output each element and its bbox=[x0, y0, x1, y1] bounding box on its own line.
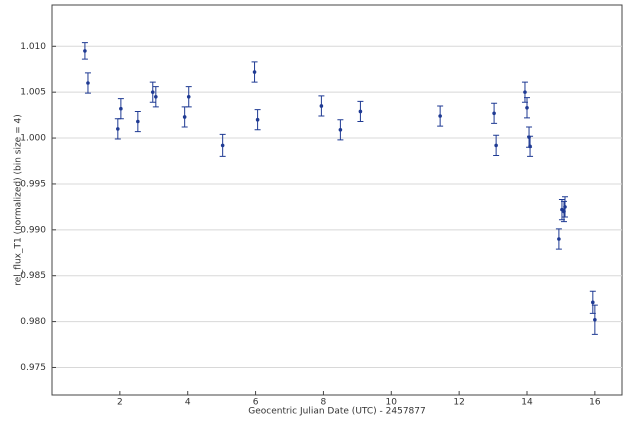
y-axis-label: rel_flux_T1 (normalized) (bin size = 4) bbox=[14, 114, 24, 285]
y-tick-label: 0.995 bbox=[20, 179, 46, 189]
plot-frame bbox=[51, 4, 623, 396]
data-point bbox=[319, 104, 324, 108]
data-point bbox=[83, 49, 87, 53]
data-point bbox=[525, 105, 529, 110]
data-point bbox=[186, 94, 191, 99]
x-tick-label: 2 bbox=[117, 398, 123, 408]
x-axis-label: Geocentric Julian Date (UTC) - 2457877 bbox=[248, 407, 425, 417]
data-point bbox=[492, 111, 496, 116]
y-tick-label: 0.975 bbox=[20, 363, 46, 373]
y-tick-label: 0.990 bbox=[20, 225, 46, 235]
data-point bbox=[220, 143, 225, 148]
x-tick-label: 8 bbox=[321, 398, 327, 408]
x-tick-label: 14 bbox=[521, 398, 533, 408]
data-point bbox=[136, 119, 140, 124]
data-point bbox=[591, 300, 595, 305]
data-point bbox=[154, 94, 158, 99]
data-point bbox=[86, 81, 90, 85]
data-point bbox=[438, 114, 442, 118]
y-tick-label: 0.980 bbox=[20, 317, 46, 327]
x-tick-label: 6 bbox=[253, 398, 259, 408]
data-point bbox=[182, 115, 187, 119]
data-point bbox=[593, 317, 597, 322]
data-point bbox=[528, 144, 532, 149]
x-tick-label: 10 bbox=[386, 398, 398, 408]
y-tick-label: 1.010 bbox=[20, 42, 46, 52]
x-tick-label: 12 bbox=[453, 398, 464, 408]
data-point bbox=[119, 106, 123, 111]
data-point bbox=[252, 70, 257, 74]
y-tick-label: 0.985 bbox=[20, 271, 46, 281]
data-point bbox=[494, 143, 498, 148]
data-point bbox=[150, 90, 155, 94]
data-point bbox=[116, 127, 120, 131]
x-tick-label: 16 bbox=[589, 398, 601, 408]
data-point bbox=[557, 237, 561, 241]
x-tick-label: 4 bbox=[185, 398, 191, 408]
y-tick-label: 1.000 bbox=[20, 134, 46, 144]
data-point bbox=[255, 117, 260, 122]
y-tick-label: 1.005 bbox=[20, 88, 46, 98]
data-point bbox=[358, 109, 363, 114]
data-point bbox=[523, 90, 527, 94]
data-point bbox=[563, 205, 567, 209]
data-point bbox=[338, 128, 343, 132]
